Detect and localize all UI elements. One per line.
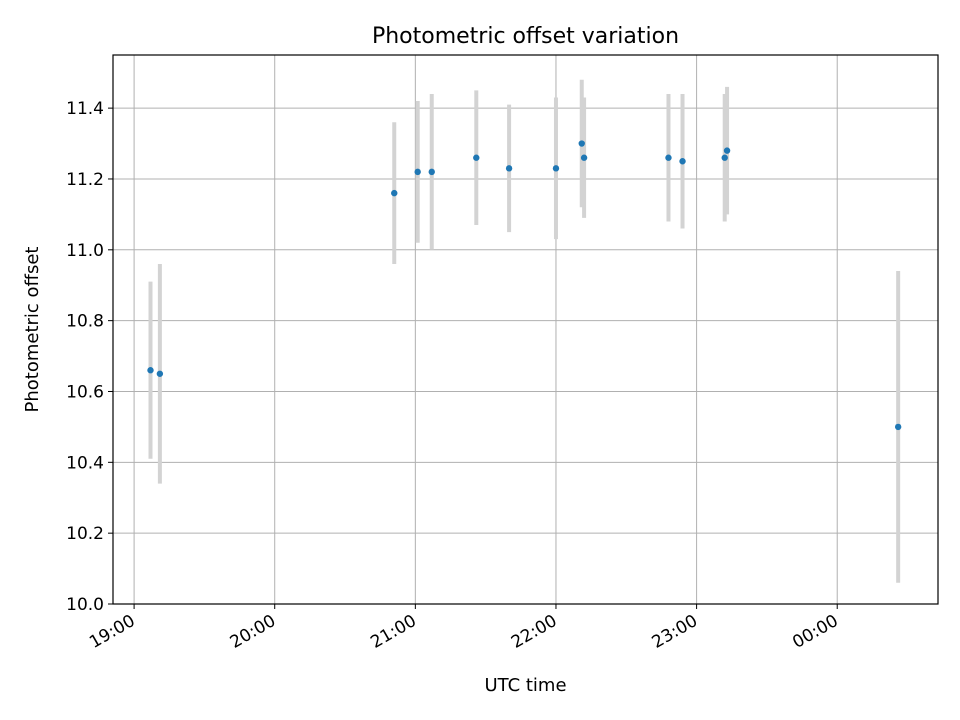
data-point	[505, 165, 513, 172]
y-tick-label: 10.4	[66, 453, 104, 473]
y-tick-label: 10.6	[66, 382, 104, 402]
chart-title: Photometric offset variation	[372, 24, 679, 49]
x-tick-label: 00:00	[789, 611, 841, 653]
data-point	[679, 158, 686, 165]
data-point	[665, 154, 672, 161]
data-point	[721, 154, 728, 161]
data-point	[414, 168, 421, 176]
y-tick-label: 11.2	[66, 170, 104, 190]
x-axis-label: UTC time	[484, 675, 566, 696]
plot-frame	[112, 54, 939, 605]
data-point	[578, 140, 585, 147]
error-bars	[148, 79, 901, 583]
x-axis-ticks: 19:00 20:00 21:00 22:00 23:00 00:00	[86, 604, 842, 653]
data-point	[723, 147, 731, 154]
y-tick-label: 11.4	[66, 99, 104, 119]
y-tick-label: 10.2	[66, 524, 104, 544]
grid-lines	[113, 55, 938, 605]
x-tick-label: 19:00	[86, 611, 138, 653]
y-tick-label: 10.0	[66, 595, 104, 615]
x-tick-label: 21:00	[367, 611, 419, 653]
y-axis-label: Photometric offset	[22, 247, 43, 413]
data-point	[391, 189, 398, 197]
x-tick-label: 22:00	[508, 611, 560, 653]
y-tick-label: 10.8	[66, 312, 104, 332]
x-tick-label: 23:00	[649, 611, 701, 653]
data-point	[580, 154, 588, 161]
data-point	[147, 367, 154, 374]
x-tick-label: 20:00	[227, 611, 279, 653]
data-points	[147, 140, 902, 431]
data-point	[473, 154, 480, 161]
data-point	[428, 168, 435, 176]
data-point	[156, 370, 164, 377]
data-point	[894, 423, 902, 431]
data-point	[552, 165, 560, 172]
y-tick-label: 11.0	[66, 241, 104, 261]
y-axis-ticks: 10.0 10.2 10.4 10.6 10.8 11.0 11.2 11.4	[66, 99, 113, 615]
